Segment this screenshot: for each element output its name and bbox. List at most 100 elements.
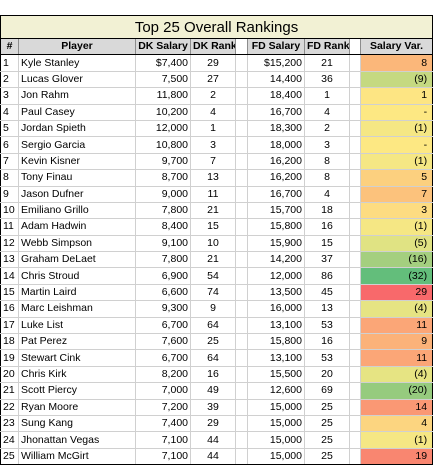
- cell-fd-salary[interactable]: 13,500: [247, 284, 305, 302]
- cell-dk-salary[interactable]: 8,200: [135, 366, 191, 384]
- cell-salary-var[interactable]: 1: [359, 87, 434, 105]
- cell-dk-salary[interactable]: 7,600: [135, 333, 191, 351]
- cell-dk-rank[interactable]: 11: [190, 186, 236, 203]
- header-dk-rank[interactable]: DK Rank: [190, 37, 236, 56]
- cell-player[interactable]: Lucas Glover: [18, 71, 136, 89]
- cell-player[interactable]: Kevin Kisner: [18, 153, 136, 171]
- cell-salary-var[interactable]: -: [359, 136, 434, 154]
- cell-fd-salary[interactable]: 15,000: [247, 448, 305, 466]
- cell-salary-var[interactable]: 19: [359, 448, 434, 466]
- cell-fd-rank[interactable]: 13: [304, 300, 350, 318]
- cell-salary-var[interactable]: (9): [359, 71, 434, 89]
- cell-fd-salary[interactable]: 15,000: [247, 415, 305, 433]
- cell-fd-rank[interactable]: 20: [304, 366, 350, 384]
- cell-player[interactable]: Ryan Moore: [18, 399, 136, 416]
- cell-dk-salary[interactable]: 6,700: [135, 349, 191, 367]
- header-fd-salary[interactable]: FD Salary: [247, 37, 305, 56]
- cell-player[interactable]: William McGirt: [18, 448, 136, 466]
- cell-dk-salary[interactable]: 6,900: [135, 267, 191, 285]
- cell-num[interactable]: 14: [0, 267, 19, 285]
- cell-dk-rank[interactable]: 21: [190, 251, 236, 269]
- cell-fd-salary[interactable]: 15,800: [247, 218, 305, 236]
- header-player[interactable]: Player: [18, 37, 136, 56]
- cell-dk-salary[interactable]: 7,100: [135, 431, 191, 449]
- cell-dk-salary[interactable]: 6,700: [135, 317, 191, 335]
- cell-player[interactable]: Stewart Cink: [18, 349, 136, 367]
- cell-dk-salary[interactable]: 10,200: [135, 104, 191, 121]
- cell-fd-salary[interactable]: 14,200: [247, 251, 305, 269]
- cell-dk-rank[interactable]: 1: [190, 120, 236, 138]
- cell-dk-rank[interactable]: 64: [190, 317, 236, 335]
- cell-player[interactable]: Jason Dufner: [18, 186, 136, 203]
- cell-fd-rank[interactable]: 8: [304, 169, 350, 187]
- cell-num[interactable]: 8: [0, 169, 19, 187]
- cell-num[interactable]: 21: [0, 382, 19, 400]
- cell-fd-salary[interactable]: 15,900: [247, 235, 305, 253]
- cell-fd-rank[interactable]: 25: [304, 415, 350, 433]
- cell-player[interactable]: Chris Stroud: [18, 267, 136, 285]
- cell-num[interactable]: 18: [0, 333, 19, 351]
- cell-fd-salary[interactable]: 16,200: [247, 169, 305, 187]
- cell-num[interactable]: 19: [0, 349, 19, 367]
- cell-fd-salary[interactable]: 16,700: [247, 104, 305, 121]
- cell-fd-rank[interactable]: 16: [304, 218, 350, 236]
- cell-player[interactable]: Sergio Garcia: [18, 136, 136, 154]
- cell-player[interactable]: Luke List: [18, 317, 136, 335]
- cell-player[interactable]: Marc Leishman: [18, 300, 136, 318]
- cell-dk-salary[interactable]: 8,400: [135, 218, 191, 236]
- cell-player[interactable]: Scott Piercy: [18, 382, 136, 400]
- cell-dk-rank[interactable]: 7: [190, 153, 236, 171]
- cell-fd-salary[interactable]: 12,000: [247, 267, 305, 285]
- cell-dk-salary[interactable]: 9,700: [135, 153, 191, 171]
- cell-num[interactable]: 12: [0, 235, 19, 253]
- cell-fd-rank[interactable]: 86: [304, 267, 350, 285]
- cell-salary-var[interactable]: (1): [359, 218, 434, 236]
- header-salary-var[interactable]: Salary Var.: [359, 37, 434, 56]
- cell-dk-salary[interactable]: 9,100: [135, 235, 191, 253]
- cell-dk-rank[interactable]: 27: [190, 71, 236, 89]
- cell-salary-var[interactable]: (1): [359, 120, 434, 138]
- cell-player[interactable]: Chris Kirk: [18, 366, 136, 384]
- cell-fd-rank[interactable]: 8: [304, 153, 350, 171]
- cell-player[interactable]: Paul Casey: [18, 104, 136, 121]
- cell-num[interactable]: 22: [0, 399, 19, 416]
- cell-num[interactable]: 1: [0, 54, 19, 72]
- cell-dk-salary[interactable]: 9,000: [135, 186, 191, 203]
- cell-num[interactable]: 11: [0, 218, 19, 236]
- cell-dk-rank[interactable]: 74: [190, 284, 236, 302]
- cell-player[interactable]: Emiliano Grillo: [18, 202, 136, 220]
- cell-fd-salary[interactable]: 18,400: [247, 87, 305, 105]
- cell-salary-var[interactable]: 7: [359, 186, 434, 203]
- cell-dk-rank[interactable]: 10: [190, 235, 236, 253]
- cell-num[interactable]: 7: [0, 153, 19, 171]
- cell-fd-salary[interactable]: 16,200: [247, 153, 305, 171]
- cell-player[interactable]: Martin Laird: [18, 284, 136, 302]
- cell-fd-rank[interactable]: 25: [304, 431, 350, 449]
- cell-fd-rank[interactable]: 36: [304, 71, 350, 89]
- cell-salary-var[interactable]: (20): [359, 382, 434, 400]
- cell-dk-rank[interactable]: 25: [190, 333, 236, 351]
- cell-dk-salary[interactable]: 10,800: [135, 136, 191, 154]
- cell-dk-rank[interactable]: 54: [190, 267, 236, 285]
- header-fd-rank[interactable]: FD Rank: [304, 37, 350, 56]
- cell-dk-rank[interactable]: 44: [190, 448, 236, 466]
- header-dk-salary[interactable]: DK Salary: [135, 37, 191, 56]
- cell-fd-salary[interactable]: 13,100: [247, 317, 305, 335]
- cell-salary-var[interactable]: 3: [359, 202, 434, 220]
- cell-num[interactable]: 15: [0, 284, 19, 302]
- cell-dk-rank[interactable]: 44: [190, 431, 236, 449]
- cell-salary-var[interactable]: 29: [359, 284, 434, 302]
- cell-fd-salary[interactable]: 15,700: [247, 202, 305, 220]
- cell-num[interactable]: 16: [0, 300, 19, 318]
- cell-dk-salary[interactable]: 7,400: [135, 415, 191, 433]
- cell-salary-var[interactable]: (16): [359, 251, 434, 269]
- cell-fd-salary[interactable]: 12,600: [247, 382, 305, 400]
- cell-salary-var[interactable]: (1): [359, 431, 434, 449]
- cell-dk-rank[interactable]: 49: [190, 382, 236, 400]
- header-num[interactable]: #: [0, 37, 19, 56]
- cell-player[interactable]: Kyle Stanley: [18, 54, 136, 72]
- cell-salary-var[interactable]: 4: [359, 415, 434, 433]
- cell-fd-rank[interactable]: 15: [304, 235, 350, 253]
- cell-fd-rank[interactable]: 2: [304, 120, 350, 138]
- cell-fd-rank[interactable]: 4: [304, 104, 350, 121]
